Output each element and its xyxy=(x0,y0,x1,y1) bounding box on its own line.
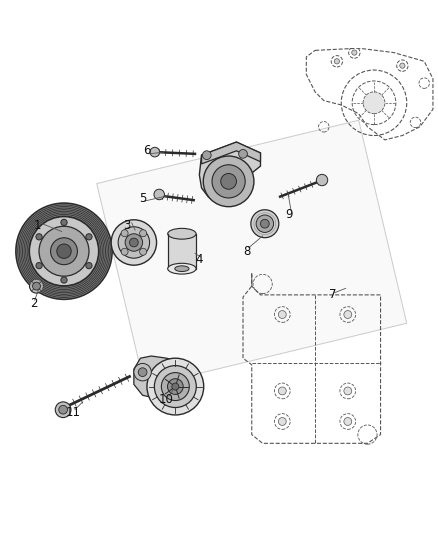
Circle shape xyxy=(140,248,147,255)
Circle shape xyxy=(154,189,164,200)
Circle shape xyxy=(111,220,156,265)
Circle shape xyxy=(118,227,150,258)
Circle shape xyxy=(16,203,112,299)
Circle shape xyxy=(279,311,286,318)
Text: 7: 7 xyxy=(329,288,336,301)
Circle shape xyxy=(32,282,40,290)
Circle shape xyxy=(202,151,211,159)
Text: 3: 3 xyxy=(124,219,131,231)
Polygon shape xyxy=(201,142,261,164)
Circle shape xyxy=(261,220,269,228)
Circle shape xyxy=(121,248,128,255)
Circle shape xyxy=(134,364,151,381)
Circle shape xyxy=(203,156,254,207)
Circle shape xyxy=(344,387,352,395)
Circle shape xyxy=(239,149,247,158)
Polygon shape xyxy=(134,356,199,400)
Circle shape xyxy=(57,244,71,259)
Circle shape xyxy=(251,210,279,238)
Circle shape xyxy=(363,92,385,114)
Circle shape xyxy=(61,219,67,225)
Text: 6: 6 xyxy=(143,144,151,157)
Circle shape xyxy=(212,165,245,198)
Circle shape xyxy=(29,279,43,293)
Text: 2: 2 xyxy=(30,297,37,310)
Circle shape xyxy=(36,263,42,269)
Circle shape xyxy=(121,230,128,237)
Circle shape xyxy=(29,216,99,286)
Circle shape xyxy=(221,174,237,189)
Circle shape xyxy=(154,366,196,408)
Circle shape xyxy=(400,63,405,68)
Circle shape xyxy=(279,417,286,425)
Circle shape xyxy=(256,215,274,232)
Text: 11: 11 xyxy=(65,406,80,419)
Circle shape xyxy=(61,277,67,283)
Ellipse shape xyxy=(175,266,189,271)
Text: 9: 9 xyxy=(285,208,293,221)
Ellipse shape xyxy=(168,263,196,274)
Polygon shape xyxy=(97,120,407,386)
Circle shape xyxy=(172,383,179,390)
Circle shape xyxy=(86,233,92,240)
Text: 1: 1 xyxy=(34,219,42,231)
Circle shape xyxy=(50,238,78,265)
Circle shape xyxy=(140,230,147,237)
Circle shape xyxy=(344,417,352,425)
Polygon shape xyxy=(199,142,261,201)
Circle shape xyxy=(344,311,352,318)
Circle shape xyxy=(147,358,204,415)
Circle shape xyxy=(125,234,143,251)
Circle shape xyxy=(279,387,286,395)
Circle shape xyxy=(36,233,42,240)
Circle shape xyxy=(167,379,183,394)
Circle shape xyxy=(352,50,357,55)
Circle shape xyxy=(161,373,189,400)
Circle shape xyxy=(334,59,339,64)
Circle shape xyxy=(316,174,328,185)
Circle shape xyxy=(130,238,138,247)
Circle shape xyxy=(55,402,71,417)
Circle shape xyxy=(59,405,67,414)
Text: 10: 10 xyxy=(159,393,174,406)
Circle shape xyxy=(138,368,147,376)
Ellipse shape xyxy=(168,228,196,239)
Text: 5: 5 xyxy=(139,192,146,205)
Text: 8: 8 xyxy=(244,245,251,258)
Circle shape xyxy=(39,226,89,276)
FancyBboxPatch shape xyxy=(168,234,196,269)
Circle shape xyxy=(150,147,159,157)
Text: 4: 4 xyxy=(196,254,203,266)
Circle shape xyxy=(86,263,92,269)
